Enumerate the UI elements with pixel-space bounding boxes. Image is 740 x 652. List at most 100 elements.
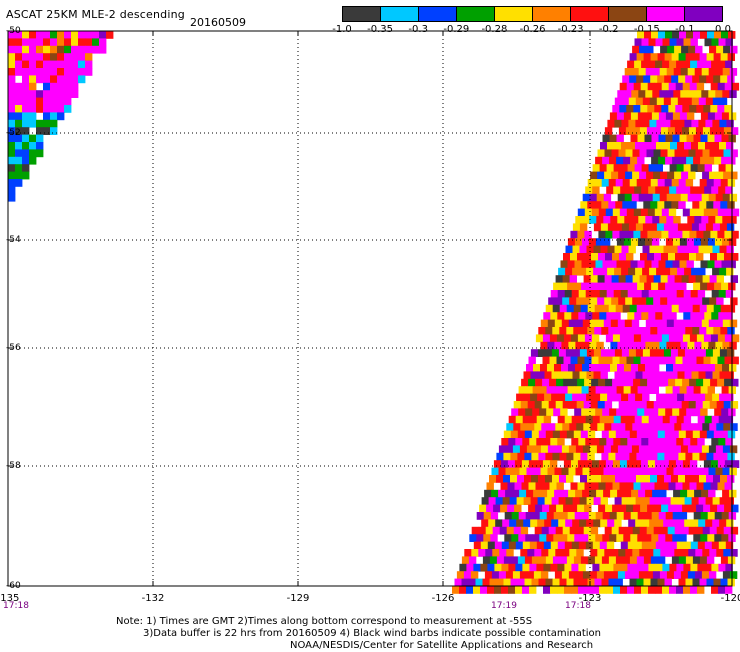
swath-cell [29,97,37,106]
swath-cell [697,164,705,172]
swath-cell [677,245,685,254]
swath-cell [730,275,738,283]
swath-cell [629,327,637,335]
swath-cell [668,356,676,365]
swath-cell [571,415,580,424]
swath-cell [712,223,721,232]
swath-cell [552,430,561,439]
swath-cell [682,253,690,261]
swath-cell [638,571,647,579]
swath-cell [641,415,650,424]
swath-cell [22,45,30,54]
swath-cell [639,149,647,158]
swath-cell [650,53,658,61]
swath-cell [619,504,627,513]
swath-cell [691,519,699,528]
swath-cell [632,149,640,158]
swath-cell [571,563,579,572]
swath-cell [668,230,676,239]
swath-cell [561,445,570,454]
swath-cell [503,578,511,587]
swath-cell [570,460,579,468]
swath-cell [606,586,614,594]
swath-cell [656,393,664,402]
swath-cell [727,53,735,61]
swath-cell [706,430,715,439]
swath-cell [729,341,737,350]
swath-cell [15,60,23,69]
swath-cell [501,438,509,446]
swath-cell [22,53,30,61]
swath-cell [627,415,636,424]
swath-cell [647,334,656,343]
swath-cell [563,504,571,513]
swath-cell [696,105,704,113]
swath-cell [708,341,716,350]
swath-cell [587,430,596,439]
swath-cell [707,134,715,143]
swath-cell [519,571,528,579]
swath-cell [568,467,576,476]
swath-cell [698,223,707,232]
swath-cell [602,386,610,394]
swath-cell [619,208,628,217]
swath-cell [624,445,633,454]
swath-cell [640,334,649,343]
swath-cell [588,408,596,417]
swath-cell [596,341,604,350]
swath-cell [678,430,687,439]
swath-cell [703,378,711,387]
swath-cell [598,356,606,365]
swath-cell [650,75,658,84]
swath-cell [57,75,65,84]
swath-cell [8,97,16,106]
swath-cell [637,134,645,143]
swath-cell [726,349,735,357]
swath-cell [560,534,568,542]
swath-cell [15,31,23,39]
swath-cell [720,578,728,587]
swath-cell [549,460,558,468]
swath-cell [594,578,602,587]
swath-cell [608,452,616,461]
swath-cell [623,408,631,417]
swath-cell [687,364,695,372]
swath-cell [622,327,630,335]
swath-cell [691,497,699,505]
swath-cell [488,519,496,528]
swath-cell [525,534,533,542]
swath-cell [545,430,554,439]
swath-cell [640,105,648,113]
swath-cell [635,519,643,528]
swath-cell [575,341,583,350]
swath-cell [627,312,635,320]
swath-cell [612,230,620,239]
swath-cell [596,319,605,328]
swath-cell [550,438,558,446]
swath-cell [700,31,708,39]
swath-cell [538,556,547,565]
swath-cell [657,556,666,565]
swath-cell [693,408,701,417]
swath-cell [700,156,708,165]
swath-cell [677,142,685,150]
swath-cell [636,75,644,84]
swath-cell [562,401,571,409]
swath-cell [660,127,669,135]
swath-cell [702,549,710,557]
swath-cell [594,327,602,335]
swath-cell [522,586,530,594]
swath-cell [535,334,544,343]
swath-cell [717,208,726,217]
swath-cell [607,119,615,128]
swath-cell [684,245,692,254]
swath-cell [685,452,693,461]
swath-cell [523,393,531,402]
swath-cell [719,519,727,528]
swath-cell [683,290,692,298]
swath-cell [530,349,539,357]
color-bar-label: -0.26 [519,24,546,35]
swath-cell [628,245,636,254]
swath-cell [694,571,703,579]
swath-cell [714,112,723,121]
